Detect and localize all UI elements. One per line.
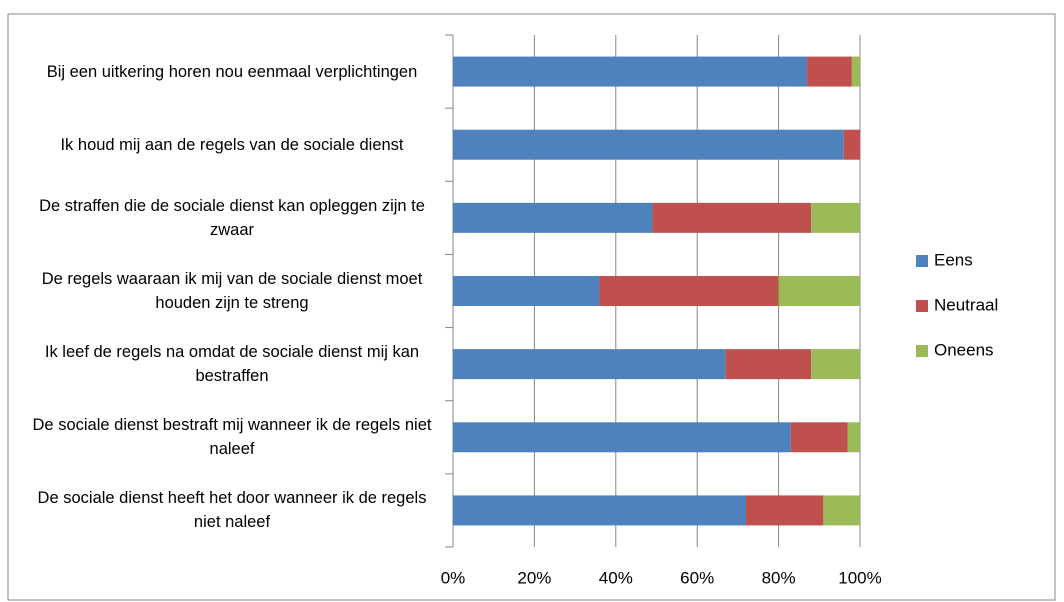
x-tick-label: 60% [680,568,714,587]
y-tick-label: De regels waaraan ik mij van de sociale … [41,270,423,312]
x-tick-label: 100% [838,568,881,587]
y-tick-label: De sociale dienst bestraft mij wanneer i… [32,416,432,459]
legend-label: Eens [934,250,973,269]
x-tick-label: 20% [517,568,551,587]
bar [453,56,808,87]
bar [847,422,860,453]
bar [453,349,726,380]
y-tick-label: Bij een uitkering horen nou eenmaal verp… [46,62,418,81]
y-tick-label: De straffen die de sociale dienst kan op… [39,196,425,239]
bar [725,349,812,380]
bar [453,276,600,306]
bar [652,202,812,233]
legend-swatch [916,300,928,312]
bar [843,129,860,160]
legend-swatch [916,345,928,357]
x-tick-label: 80% [762,568,796,587]
bar [453,495,747,526]
legend-label: Oneens [934,340,994,359]
y-tick-label: Ik houd mij aan de regels van de sociale… [60,135,404,154]
bar [746,495,824,526]
y-tick-label: De sociale dienst heeft het door wanneer… [37,489,427,532]
x-tick-label: 40% [599,568,633,587]
y-tick-label: Ik leef de regels na omdat de sociale di… [44,343,420,386]
x-tick-label: 0% [441,568,466,587]
bar [453,202,653,233]
legend-swatch [916,255,928,267]
bar [811,202,860,233]
bar [778,276,860,306]
bar [851,56,860,87]
bar [453,129,844,160]
bar [599,276,779,306]
bar [811,349,860,380]
legend-label: Neutraal [934,295,998,314]
bar [823,495,860,526]
bar [453,422,791,453]
bar [807,56,852,87]
bar [790,422,848,453]
